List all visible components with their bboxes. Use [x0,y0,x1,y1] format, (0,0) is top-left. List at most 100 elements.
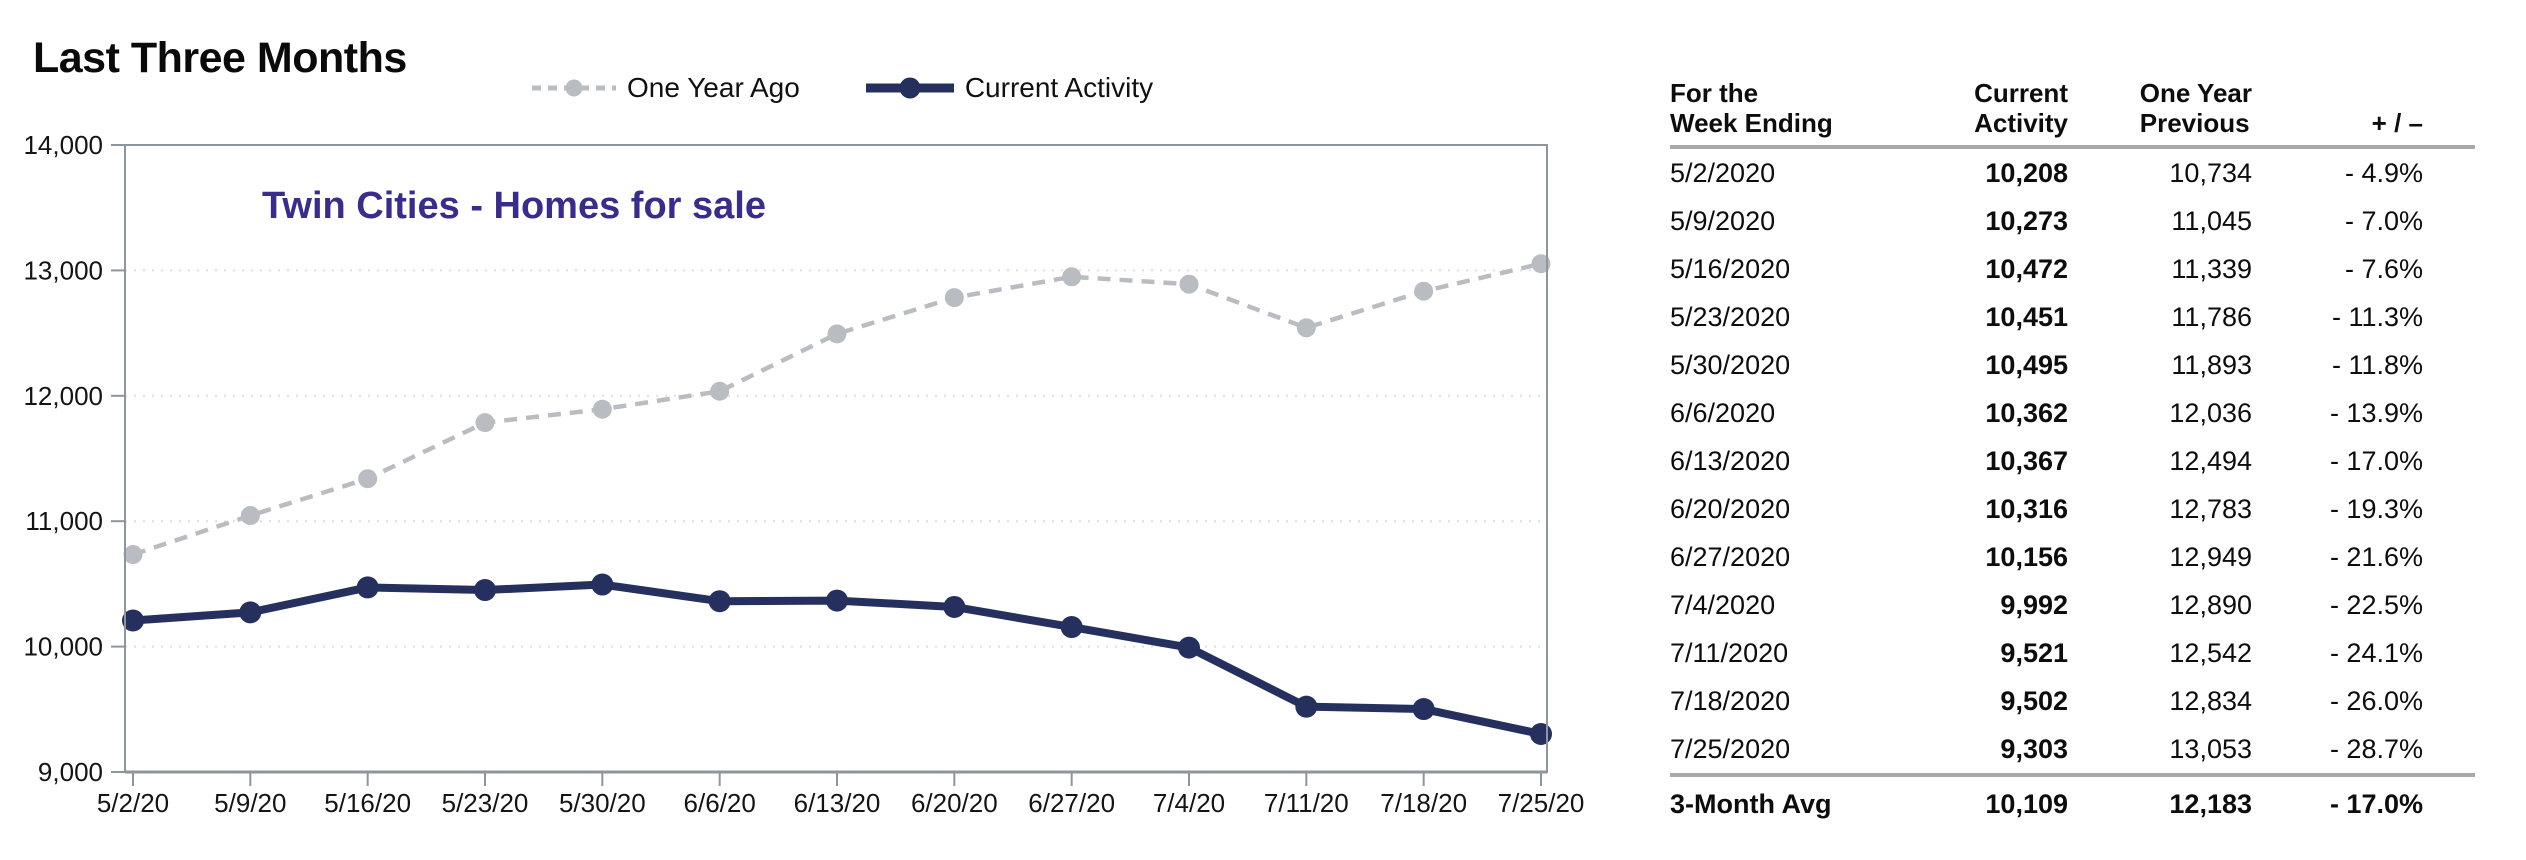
week-ending-cell: 7/11/2020 [1670,637,1789,668]
x-axis-tick-label: 7/25/20 [1498,788,1585,818]
line-chart: 9,000 10,000 11,000 12,000 13,000 14,000 5/2/2… [23,130,1584,818]
current-activity-cell: 10,472 [1985,253,2068,284]
legend-item-one-year-ago: One Year Ago [530,72,800,104]
x-axis-tick-label: 5/30/20 [559,788,646,818]
x-axis-tick-label: 6/20/20 [911,788,998,818]
change-cell: - 7.0% [2344,205,2423,236]
week-ending-cell: 6/6/2020 [1670,397,1776,428]
x-axis-tick-label: 7/4/20 [1153,788,1225,818]
x-axis-tick-label: 7/18/20 [1380,788,1467,818]
current-activity-cell: 10,273 [1985,205,2068,236]
legend-item-current-activity: Current Activity [864,72,1153,104]
table-row: 6/13/2020 10,367 12,494 - 17.0% [1670,437,2475,485]
chart-legend: One Year Ago Current Activity [530,70,1153,106]
data-point [1178,636,1200,659]
change-cell: - 17.0% [2329,445,2423,476]
data-point [826,589,848,612]
gridlines [125,269,1547,648]
table-row: 6/6/2020 10,362 12,036 - 13.9% [1670,389,2475,437]
data-point [240,506,260,526]
one-year-previous-cell: 11,045 [2171,205,2252,236]
footer-label: 3-Month Avg [1670,788,1832,819]
y-axis-tick-label: 9,000 [38,757,103,787]
change-cell: - 19.3% [2329,493,2423,524]
week-ending-cell: 6/20/2020 [1670,493,1791,524]
data-point [708,590,731,613]
data-point [1412,698,1435,721]
chart-axes [111,144,1548,786]
data-point [1414,281,1434,301]
table-row: 6/27/2020 10,156 12,949 - 21.6% [1670,533,2475,581]
change-cell: - 13.9% [2329,397,2423,428]
week-ending-cell: 6/13/2020 [1670,445,1791,476]
week-ending-cell: 6/27/2020 [1670,541,1791,572]
data-point [827,324,847,344]
week-ending-cell: 7/25/2020 [1670,733,1791,764]
one-year-previous-cell: 11,339 [2171,253,2252,284]
table-row: 5/16/2020 10,472 11,339 - 7.6% [1670,245,2475,293]
y-axis-tick-label: 13,000 [23,255,103,285]
table-row: 7/18/2020 9,502 12,834 - 26.0% [1670,677,2475,725]
change-cell: - 28.7% [2329,733,2423,764]
table-row: 6/20/2020 10,316 12,783 - 19.3% [1670,485,2475,533]
table-row: 5/23/2020 10,451 11,786 - 11.3% [1670,293,2475,341]
data-point [1295,695,1318,718]
one-year-previous-cell: 12,890 [2169,589,2252,620]
week-ending-cell: 5/16/2020 [1670,253,1791,284]
current-activity-cell: 9,502 [2000,685,2068,716]
x-axis-tick-label: 6/6/20 [684,788,756,818]
current-activity-cell: 10,208 [1985,157,2068,188]
data-point [591,573,614,596]
one-year-previous-cell: 12,783 [2169,493,2252,524]
change-cell: - 21.6% [2329,541,2423,572]
current-activity-cell: 10,367 [1985,445,2068,476]
weekly-activity-table: For the Week Ending Current Activity One… [1670,78,2475,831]
x-axis-tick-label: 5/9/20 [214,788,286,818]
legend-label: Current Activity [964,72,1154,103]
x-axis-tick-label: 5/23/20 [442,788,529,818]
table-row: 5/30/2020 10,495 11,893 - 11.8% [1670,341,2475,389]
current-activity-cell: 10,362 [1985,397,2068,428]
current-activity-cell: 10,495 [1985,349,2068,380]
table-header-row: For the Week Ending Current Activity One… [1670,78,2475,149]
footer-current-activity: 10,109 [1985,788,2068,819]
data-point [1530,723,1552,746]
data-point [123,545,143,565]
change-cell: - 7.6% [2344,253,2423,284]
change-cell: - 4.9% [2344,157,2423,188]
column-header-one-year-previous: One Year Previous [2139,78,2252,138]
y-axis-tick-label: 11,000 [25,506,103,536]
x-axis-tick-label: 6/27/20 [1028,788,1115,818]
week-ending-cell: 7/4/2020 [1670,589,1776,620]
change-cell: - 26.0% [2329,685,2423,716]
axis-labels: 9,000 10,000 11,000 12,000 13,000 14,000 5/2/2… [23,130,1584,818]
series-line-one-year-ago [132,261,1542,557]
current-activity-cell: 10,451 [1985,301,2068,332]
table-row: 7/11/2020 9,521 12,542 - 24.1% [1670,629,2475,677]
current-activity-cell: 10,316 [1985,493,2068,524]
one-year-previous-cell: 12,949 [2169,541,2252,572]
change-cell: - 24.1% [2329,637,2423,668]
one-year-previous-cell: 12,834 [2169,685,2252,716]
data-point [475,413,495,433]
y-axis-tick-label: 14,000 [23,130,103,160]
data-point [1179,274,1199,294]
data-point [1062,267,1082,287]
table-row: 7/4/2020 9,992 12,890 - 22.5% [1670,581,2475,629]
one-year-previous-cell: 12,542 [2169,637,2252,668]
dashed-line-swatch-icon [532,79,616,97]
table-footer-row: 3-Month Avg 10,109 12,183 - 17.0% [1670,773,2475,831]
data-point [943,595,966,618]
change-cell: - 11.8% [2331,349,2423,380]
data-point [356,576,379,599]
one-year-previous-cell: 10,734 [2169,157,2252,188]
current-activity-cell: 9,992 [2000,589,2068,620]
one-year-previous-cell: 13,053 [2169,733,2252,764]
data-point [944,288,964,308]
solid-line-swatch-icon [865,77,954,99]
data-point [592,399,612,419]
week-ending-cell: 5/2/2020 [1670,157,1776,188]
data-point [358,469,378,489]
table-body: 5/2/2020 10,208 10,734 - 4.9% 5/9/2020 10,273… [1670,149,2475,773]
